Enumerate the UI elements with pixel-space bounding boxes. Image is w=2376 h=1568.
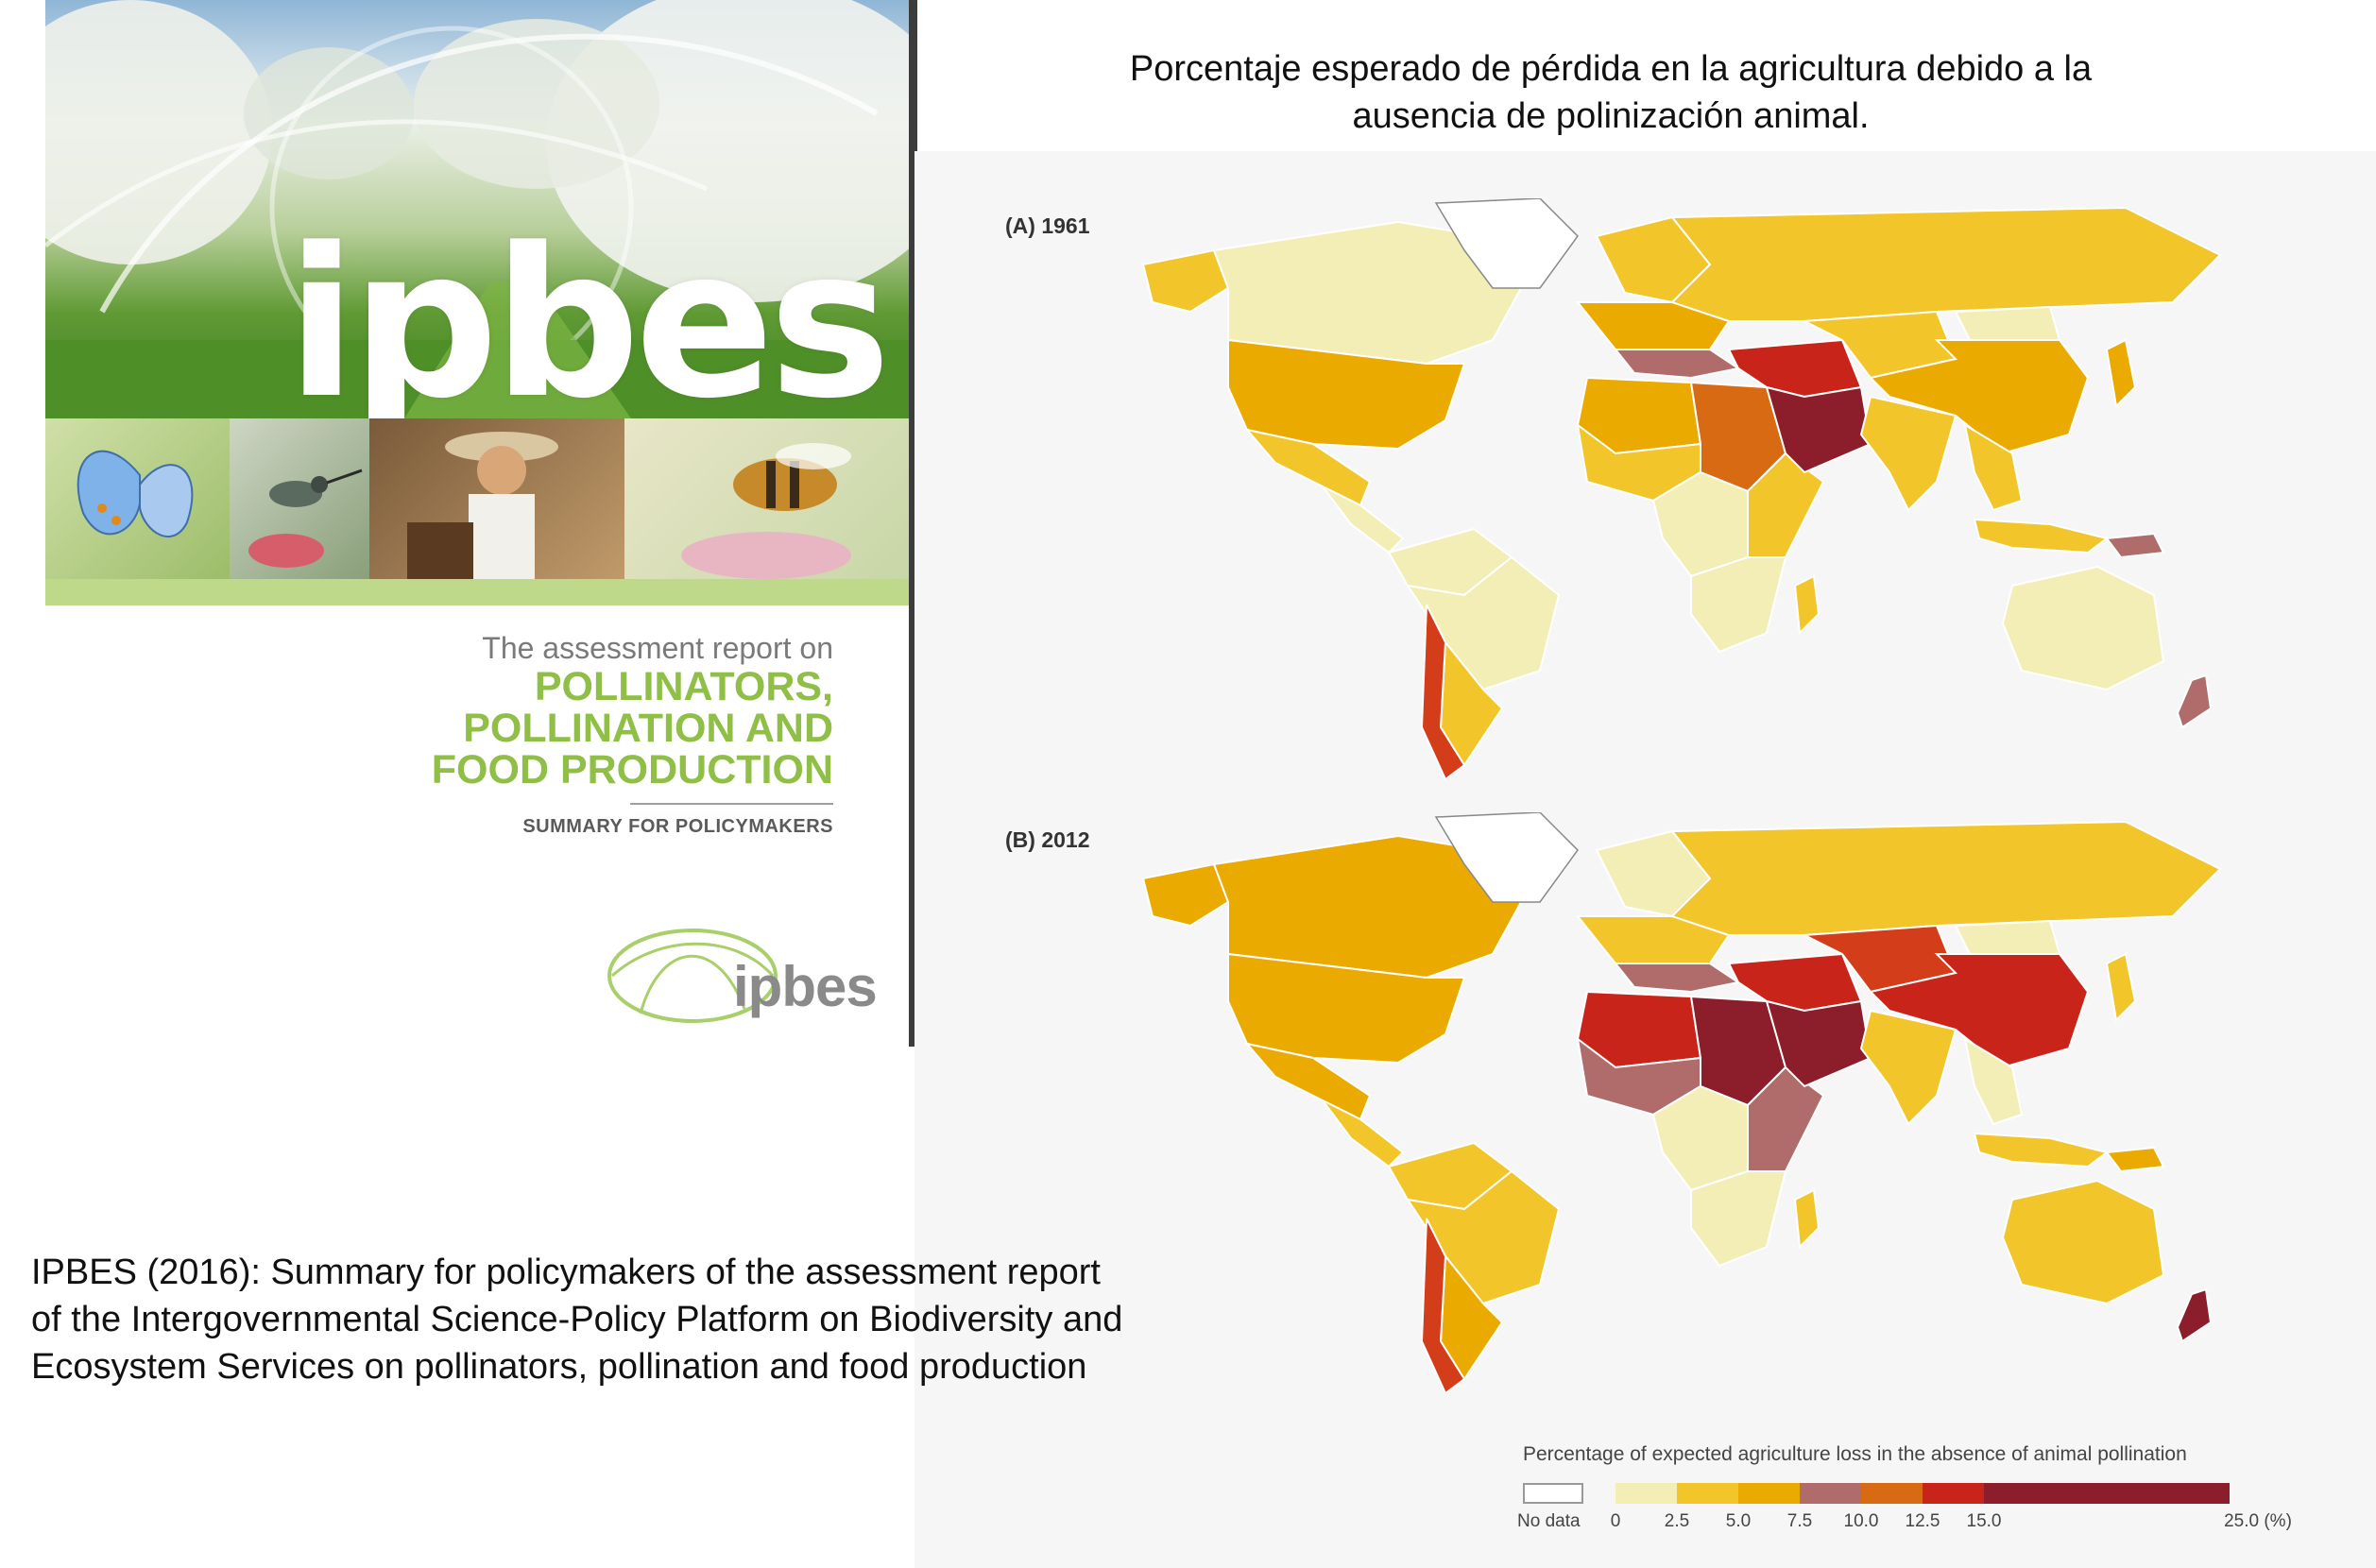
report-prefix: The assessment report on [482, 631, 833, 665]
region-japan [2105, 952, 2137, 1023]
hummingbird-photo [230, 418, 369, 579]
region-new-zealand [2176, 673, 2213, 729]
region-europe-west [1575, 301, 1731, 350]
report-title-line: POLLINATORS, [534, 664, 833, 709]
map-label-2012: (B) 2012 [1005, 827, 1090, 852]
region-indonesia [1973, 518, 2110, 554]
region-central-america [1322, 1099, 1405, 1168]
region-canada [1212, 220, 1523, 366]
region-southern-africa [1690, 556, 1787, 654]
region-chile [1420, 604, 1466, 781]
region-east-africa [1747, 1065, 1825, 1172]
bee-photo [624, 418, 909, 579]
region-japan [2105, 338, 2137, 409]
region-greenland [1434, 198, 1579, 289]
region-usa [1227, 338, 1466, 451]
region-central-america [1322, 486, 1405, 554]
region-indonesia [1973, 1132, 2110, 1168]
photo-strip [45, 418, 909, 579]
region-papua [2105, 532, 2165, 559]
report-title-line: POLLINATION AND [463, 706, 833, 751]
legend-title: Percentage of expected agriculture loss … [1523, 1443, 2187, 1465]
legend-tick-label: 15.0 [1966, 1511, 2002, 1531]
legend-bin [1800, 1483, 1861, 1504]
ipbes-logo-icon [607, 929, 778, 1023]
ipbes-logo-large: ipbes [286, 205, 891, 444]
legend-bin [1677, 1483, 1738, 1504]
report-cover: ipbes [45, 0, 917, 1047]
legend-no-data-swatch [1523, 1483, 1583, 1504]
region-europe-south [1613, 349, 1741, 380]
region-madagascar [1793, 574, 1820, 636]
title-divider [630, 803, 833, 805]
report-title: POLLINATORS, POLLINATION AND FOOD PRODUC… [172, 666, 833, 791]
legend-tick-label: 2.5 [1664, 1511, 1690, 1531]
world-map-1961 [1141, 198, 2222, 781]
legend-bin [1615, 1483, 1677, 1504]
region-india [1859, 395, 1957, 512]
region-australia [2001, 1179, 2165, 1305]
legend-tick-label: 25.0 (%) [2224, 1511, 2292, 1531]
legend-tick-label: 5.0 [1725, 1511, 1752, 1531]
legend-bin [1861, 1483, 1923, 1504]
region-southeast-asia [1963, 422, 2024, 512]
region-chile [1420, 1218, 1466, 1395]
region-madagascar [1793, 1188, 1820, 1250]
region-canada [1212, 834, 1523, 980]
ipbes-logo-small: ipbes [733, 955, 878, 1018]
region-southeast-asia [1963, 1036, 2024, 1126]
report-title-line: FOOD PRODUCTION [431, 747, 833, 793]
region-europe-west [1575, 915, 1731, 964]
region-southern-africa [1690, 1170, 1787, 1268]
region-alaska [1141, 862, 1230, 928]
region-usa [1227, 952, 1466, 1065]
legend-tick-label: 10.0 [1843, 1511, 1879, 1531]
legend-bin [1738, 1483, 1800, 1504]
region-russia [1669, 820, 2222, 936]
citation-text: IPBES (2016): Summary for policymakers o… [31, 1253, 1123, 1387]
region-east-africa [1747, 452, 1825, 558]
region-india [1859, 1009, 1957, 1126]
region-greenland [1434, 812, 1579, 903]
world-map-2012 [1141, 812, 2222, 1395]
legend-tick-label: 0 [1610, 1511, 1621, 1531]
map-label-1961: (A) 1961 [1005, 213, 1090, 238]
beekeeper-photo [369, 418, 624, 579]
legend-bin [1923, 1483, 1984, 1504]
region-europe-south [1613, 963, 1741, 994]
legend-tick-label: 7.5 [1786, 1511, 1813, 1531]
map-title: Porcentaje esperado de pérdida en la agr… [1129, 49, 2093, 136]
legend-no-data-label: No data [1517, 1511, 1581, 1531]
orchard-photo [45, 0, 909, 418]
region-russia [1669, 206, 2222, 322]
legend-bin [1984, 1483, 2230, 1504]
region-papua [2105, 1146, 2165, 1173]
region-alaska [1141, 248, 1230, 314]
report-subtitle: SUMMARY FOR POLICYMAKERS [522, 816, 833, 837]
legend-tick-label: 12.5 [1905, 1511, 1940, 1531]
cover-green-bar [45, 579, 909, 605]
region-australia [2001, 565, 2165, 691]
region-new-zealand [2176, 1287, 2213, 1343]
butterfly-photo [45, 418, 230, 579]
